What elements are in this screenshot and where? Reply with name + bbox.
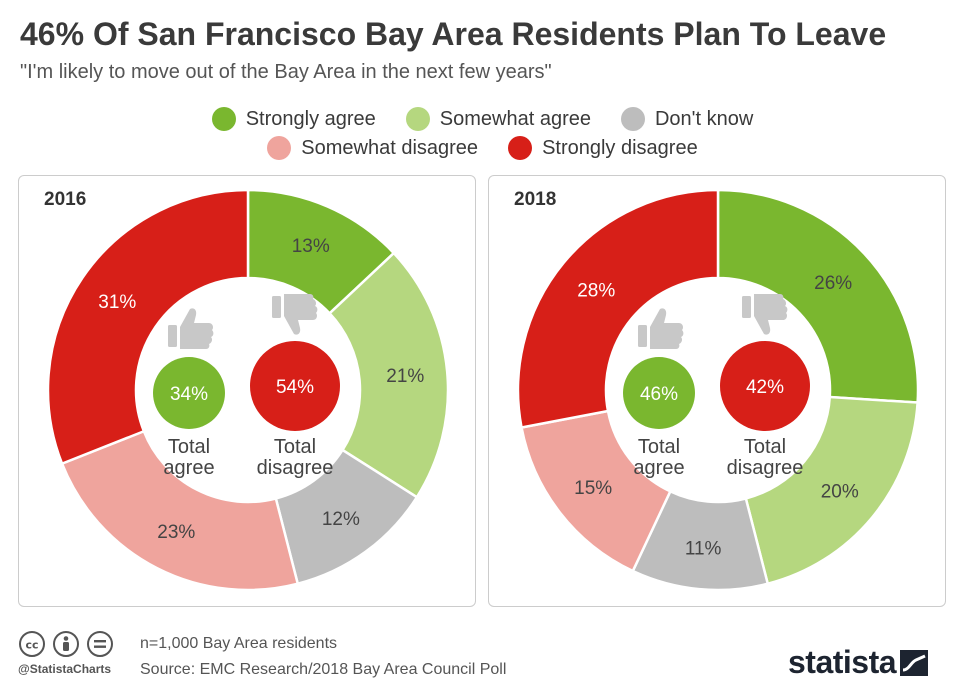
svg-text:cc: cc xyxy=(25,639,38,652)
slice-value-label: 31% xyxy=(98,292,136,313)
total-disagree-value: 54% xyxy=(276,377,314,398)
slice-value-label: 28% xyxy=(577,280,615,301)
total-agree-badge xyxy=(153,357,225,429)
slice-value-label: 23% xyxy=(157,522,195,543)
total-agree-label: agree xyxy=(163,457,214,479)
chart-panel-2018: 26% 20% 11% 15% 28% 46% Total agree 42% Total disa… xyxy=(488,175,946,607)
total-agree-badge xyxy=(623,357,695,429)
license-icons: cc xyxy=(18,630,118,663)
slice-value-label: 13% xyxy=(292,236,330,257)
chart-subtitle: "I'm likely to move out of the Bay Area … xyxy=(20,61,552,83)
legend-label: Somewhat agree xyxy=(439,107,591,130)
year-label: 2018 xyxy=(514,189,557,210)
source-note: Source: EMC Research/2018 Bay Area Counc… xyxy=(140,661,507,678)
total-disagree-label: Total xyxy=(274,436,316,458)
slice-value-label: 26% xyxy=(814,273,852,294)
legend-item-somewhat-agree: Somewhat agree xyxy=(405,107,591,131)
donut-slice-strongly-disagree xyxy=(516,188,720,429)
slice-value-label: 15% xyxy=(574,478,612,499)
donut-chart-2016: 13%21%12%23%31%34%Totalagree54%Totaldisa… xyxy=(46,188,450,592)
legend-item-strongly-agree: Strongly agree xyxy=(211,107,376,131)
total-disagree-badge xyxy=(250,341,340,431)
total-agree-value: 46% xyxy=(640,384,678,405)
legend-swatch xyxy=(620,107,645,131)
legend-swatch xyxy=(405,107,430,131)
total-agree-label: Total xyxy=(638,436,680,458)
total-disagree-label: disagree xyxy=(727,457,804,479)
statista-handle: @StatistaCharts xyxy=(18,662,112,676)
donut-slice-somewhat-agree xyxy=(327,251,450,499)
donut-slice-strongly-disagree xyxy=(46,188,250,466)
donut-slice-somewhat-disagree xyxy=(60,429,300,592)
total-agree-label: agree xyxy=(633,457,684,479)
legend-swatch xyxy=(508,136,533,160)
total-disagree-badge xyxy=(720,341,810,431)
statista-logo[interactable]: statista xyxy=(788,644,929,681)
donut-chart-2018: 26%20%11%15%28%46%Totalagree42%Totaldisa… xyxy=(516,188,920,592)
total-agree-label: Total xyxy=(168,436,210,458)
total-disagree-value: 42% xyxy=(746,377,784,398)
legend-label: Strongly disagree xyxy=(542,136,698,159)
chart-panel-2016: 13% 21% 12% 23% 31% 34% Total agree 54% Total disa… xyxy=(18,175,476,607)
year-label: 2016 xyxy=(44,189,87,210)
legend-label: Don't know xyxy=(654,107,754,130)
sample-note: n=1,000 Bay Area residents xyxy=(140,635,338,652)
cc-icon: cc xyxy=(19,631,45,657)
logo-text: statista xyxy=(788,644,897,680)
thumbs-up-icon xyxy=(638,308,684,349)
slice-value-label: 21% xyxy=(386,366,424,387)
legend-swatch xyxy=(211,107,236,131)
legend-swatch xyxy=(267,136,292,160)
legend-item-dont-know: Don't know xyxy=(620,107,754,131)
slice-value-label: 11% xyxy=(685,538,722,559)
total-disagree-label: disagree xyxy=(257,457,334,479)
legend-row-1: Strongly agree Somewhat agree Don't know xyxy=(0,107,965,131)
legend-label: Strongly agree xyxy=(245,107,376,130)
total-agree-value: 34% xyxy=(170,384,208,405)
no-derivatives-icon xyxy=(87,631,113,657)
legend-item-strongly-disagree: Strongly disagree xyxy=(508,136,698,160)
legend-label: Somewhat disagree xyxy=(301,136,479,159)
statista-logo-icon xyxy=(900,649,929,676)
thumbs-down-icon xyxy=(272,294,318,335)
slice-value-label: 12% xyxy=(322,509,360,530)
thumbs-up-icon xyxy=(168,308,214,349)
total-disagree-label: Total xyxy=(744,436,786,458)
donut-slice-somewhat-agree xyxy=(744,395,919,586)
chart-title: 46% Of San Francisco Bay Area Residents … xyxy=(20,16,887,52)
attribution-icon xyxy=(53,631,79,657)
legend-row-2: Somewhat disagree Strongly disagree xyxy=(0,136,965,160)
slice-value-label: 20% xyxy=(821,482,859,503)
thumbs-down-icon xyxy=(742,294,788,335)
legend-item-somewhat-disagree: Somewhat disagree xyxy=(267,136,478,160)
